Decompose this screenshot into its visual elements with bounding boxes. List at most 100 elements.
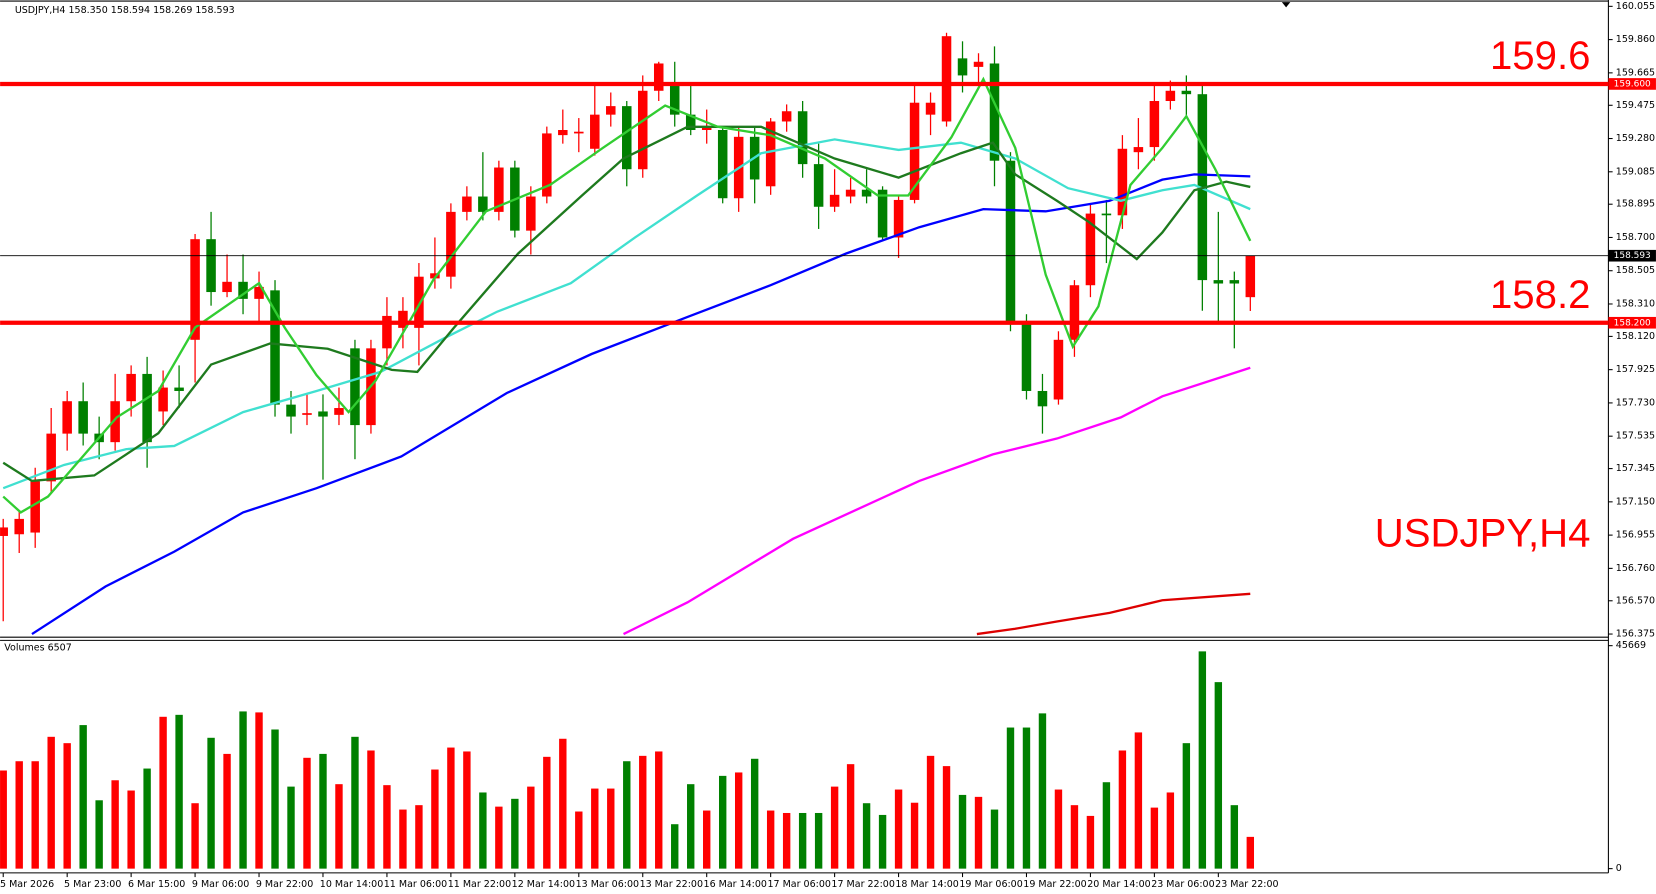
y-tick-label: 159.280 [1616, 133, 1655, 144]
candle-body [622, 106, 632, 170]
volume-bar [750, 758, 759, 869]
volume-bar [798, 812, 807, 869]
candle-body [206, 239, 216, 293]
volume-bar [942, 766, 951, 869]
price-tag-label: 158.593 [1614, 251, 1651, 261]
x-tick-label: 9 Mar 06:00 [192, 879, 249, 890]
moving-average [2, 125, 1251, 483]
x-tick-label: 13 Mar 06:00 [576, 879, 639, 890]
y-tick-label: 157.730 [1616, 397, 1655, 408]
volume-bar [1214, 682, 1223, 869]
volume-bar [15, 761, 23, 869]
volume-bar [1054, 789, 1063, 869]
candle-body [989, 63, 1000, 161]
candle-body [637, 90, 648, 170]
moving-average [31, 173, 1251, 636]
volume-bar [335, 784, 343, 869]
volume-bar [127, 790, 135, 869]
candle-body [1229, 280, 1240, 284]
candle-body [941, 36, 952, 122]
volume-bar [623, 761, 631, 869]
volume-bar [303, 757, 311, 869]
volume-bar [95, 800, 103, 869]
volume-bar [1022, 727, 1031, 869]
candle-body [478, 196, 488, 212]
volume-bar [383, 785, 391, 869]
candle-body [286, 404, 296, 417]
volume-bar [1198, 651, 1207, 869]
volume-bar [223, 753, 231, 869]
candle-body [446, 211, 456, 277]
x-tick-label: 23 Mar 06:00 [1151, 879, 1214, 890]
candle-body [877, 189, 888, 238]
x-tick-label: 11 Mar 22:00 [448, 879, 511, 890]
x-tick-label: 12 Mar 14:00 [512, 879, 575, 890]
symbol-annotation: USDJPY,H4 [1375, 510, 1591, 555]
candle-body [861, 189, 872, 197]
y-tick-label: 45669 [1616, 640, 1646, 651]
candle-body [1053, 339, 1064, 400]
volume-bar [974, 796, 983, 869]
volume-bar [958, 794, 967, 869]
x-tick-label: 19 Mar 22:00 [1023, 879, 1086, 890]
volume-bar [479, 792, 487, 869]
volume-bar [0, 770, 7, 869]
volume-bar [31, 761, 39, 869]
volume-bar [495, 806, 503, 869]
candle-body [829, 194, 840, 207]
volume-bar [399, 809, 407, 869]
candle-body [190, 239, 200, 340]
candle-body [110, 401, 120, 443]
volume-bar [47, 736, 55, 869]
candle-body [62, 401, 72, 434]
volume-bar [1070, 805, 1079, 869]
volume-bar [830, 786, 839, 869]
volume-bar [894, 789, 903, 869]
level-caption: 159.6 [1490, 33, 1590, 78]
candle-body [590, 114, 600, 149]
x-tick-label: 16 Mar 14:00 [704, 879, 767, 890]
volume-bar [1150, 807, 1159, 869]
candle-body [1085, 213, 1096, 286]
candle-body [1021, 321, 1032, 391]
level-tag [1608, 316, 1656, 329]
candle-body [765, 121, 776, 187]
volume-bar [591, 788, 599, 869]
candle-body [1213, 280, 1224, 284]
y-tick-label: 156.570 [1616, 595, 1655, 606]
volume-bar [511, 798, 519, 869]
x-tick-label: 9 Mar 22:00 [256, 879, 313, 890]
x-tick-label: 10 Mar 14:00 [320, 879, 383, 890]
volume-bar [718, 775, 727, 869]
chart-header: USDJPY,H4 158.350 158.594 158.269 158.59… [15, 5, 235, 16]
candle-body [1181, 90, 1192, 95]
volume-bar [734, 772, 743, 869]
volume-bar [543, 756, 551, 869]
y-tick-label: 0 [1616, 863, 1622, 874]
y-tick-label: 158.120 [1616, 331, 1655, 342]
candle-body [526, 196, 536, 231]
candle-body [318, 411, 328, 417]
candle-body [797, 111, 808, 165]
volume-bar [846, 764, 855, 869]
candle-body [302, 413, 312, 415]
moving-average [2, 138, 1251, 490]
volume-bar [527, 786, 535, 869]
candle-body [1069, 285, 1080, 340]
level-tag-label: 158.200 [1614, 318, 1651, 328]
y-tick-label: 160.055 [1616, 1, 1655, 12]
x-tick-label: 19 Mar 06:00 [959, 879, 1022, 890]
y-tick-label: 158.310 [1616, 298, 1655, 309]
volume-bar [367, 750, 375, 869]
candle-body [0, 527, 8, 536]
y-tick-label: 157.150 [1616, 496, 1655, 507]
candle-body [46, 433, 56, 482]
volume-bar [703, 810, 711, 869]
candle-body [685, 114, 696, 131]
volume-bar [143, 768, 151, 869]
volume-bar [1166, 792, 1175, 869]
volume-bar [447, 747, 455, 869]
